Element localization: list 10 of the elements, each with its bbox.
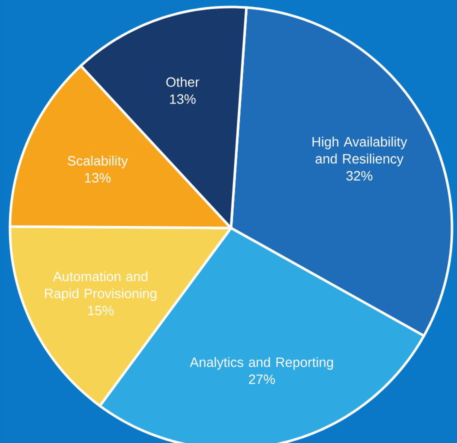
slice-label: Analytics and Reporting — [190, 357, 333, 370]
slice-label: Other — [166, 76, 200, 87]
slice-label: Automation and Rapid Provisioning — [45, 271, 156, 301]
data-label: 13% — [85, 173, 111, 183]
data-label: 15% — [88, 306, 114, 316]
data-label: 27% — [248, 374, 275, 384]
slice-label: High Availability and Resiliency — [312, 136, 408, 166]
data-label: 13% — [170, 94, 196, 104]
slice-label: Scalability — [68, 156, 128, 168]
data-label: 32% — [346, 171, 372, 181]
